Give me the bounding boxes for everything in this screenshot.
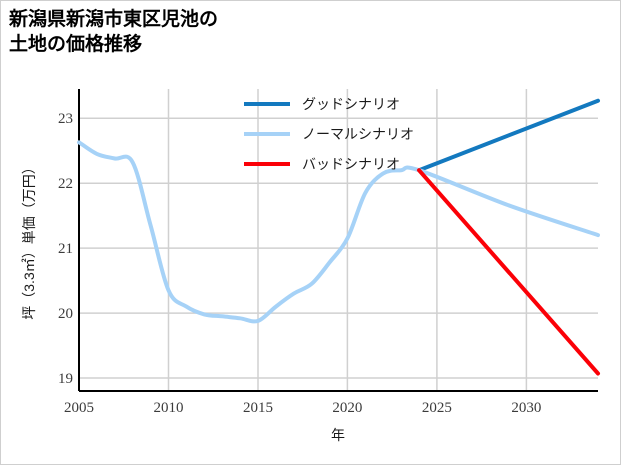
x-tick-label: 2030 <box>511 400 541 416</box>
y-axis-tick-labels: 19 20 21 22 23 <box>58 111 73 387</box>
axis-frame <box>78 89 598 392</box>
y-tick-label: 21 <box>58 241 73 257</box>
series-line-グッドシナリオ <box>417 98 600 173</box>
x-tick-label: 2010 <box>154 400 184 416</box>
x-tick-label: 2005 <box>64 400 94 416</box>
plot-background <box>79 89 598 391</box>
legend-label-グッドシナリオ: グッドシナリオ <box>302 96 400 112</box>
y-tick-label: 22 <box>58 176 73 192</box>
data-series-layer <box>77 98 600 376</box>
series-line-バッドシナリオ <box>417 168 600 376</box>
x-axis-tick-labels: 2005 2010 2015 2020 2025 2030 <box>64 400 541 416</box>
x-tick-label: 2025 <box>422 400 452 416</box>
y-tick-label: 20 <box>58 306 73 322</box>
legend-label-ノーマルシナリオ: ノーマルシナリオ <box>302 126 414 142</box>
y-tick-label: 19 <box>58 371 73 387</box>
series-line-ノーマルシナリオ <box>77 140 600 324</box>
y-axis-title: 坪（3.3㎡）単価（万円） <box>21 160 37 319</box>
x-tick-label: 2020 <box>332 400 362 416</box>
gridlines <box>78 89 598 391</box>
y-tick-label: 23 <box>58 111 73 127</box>
x-axis-title: 年 <box>331 427 345 443</box>
x-tick-label: 2015 <box>243 400 273 416</box>
legend-label-バッドシナリオ: バッドシナリオ <box>302 156 400 172</box>
page-title: 新潟県新潟市東区児池の 土地の価格推移 <box>9 9 219 56</box>
